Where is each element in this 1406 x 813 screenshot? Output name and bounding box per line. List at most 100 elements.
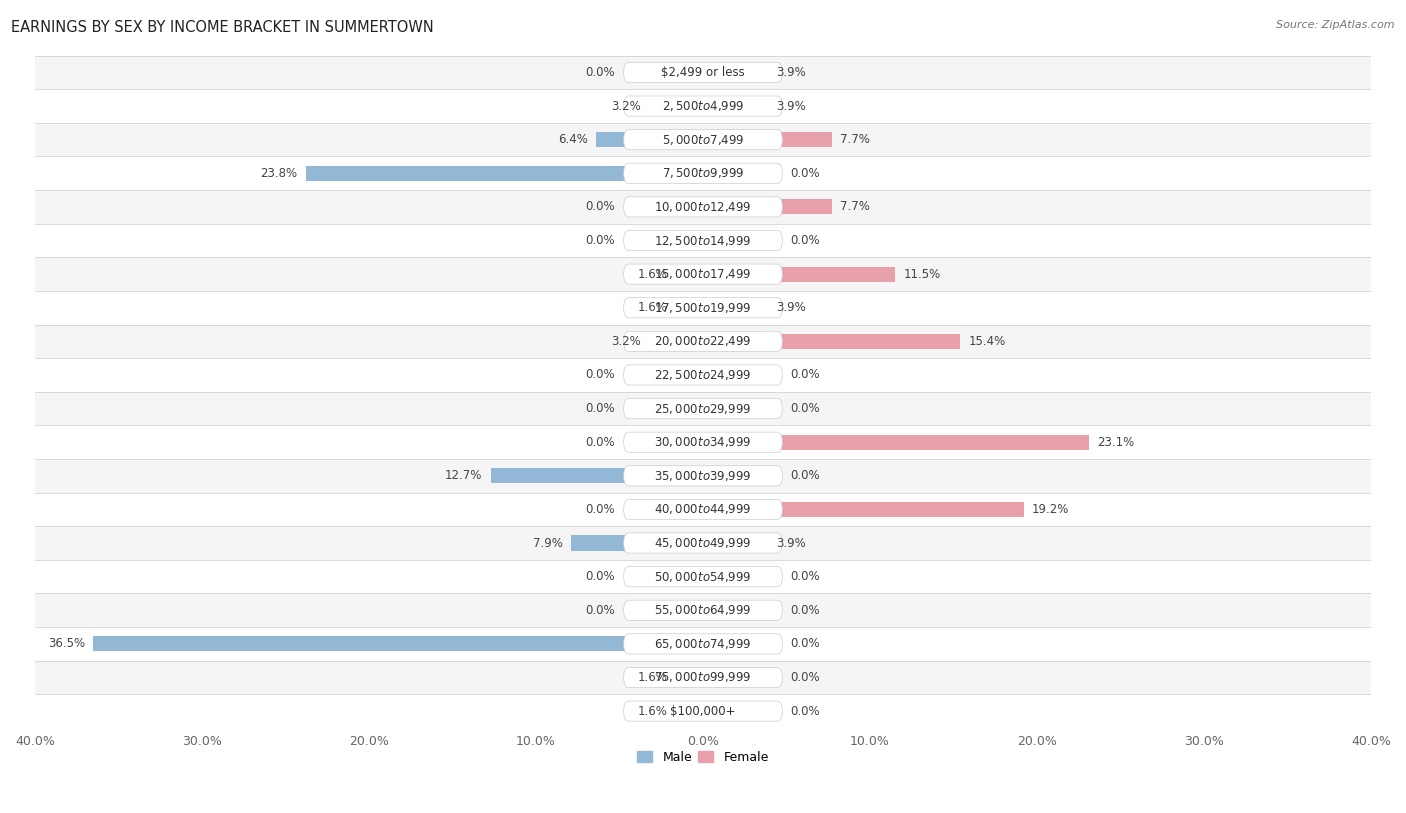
Text: 23.1%: 23.1% [1097,436,1135,449]
Bar [676,670,703,685]
Bar [571,536,703,550]
Text: 23.8%: 23.8% [260,167,297,180]
Bar [93,637,703,651]
Bar [703,133,831,147]
Bar [703,536,768,550]
FancyBboxPatch shape [624,163,782,184]
Bar [676,300,703,315]
Text: 1.6%: 1.6% [638,267,668,280]
Bar [596,133,703,147]
Text: 0.0%: 0.0% [790,604,820,617]
Text: 3.2%: 3.2% [612,99,641,112]
FancyBboxPatch shape [624,365,782,385]
Text: $45,000 to $49,999: $45,000 to $49,999 [654,536,752,550]
Text: 0.0%: 0.0% [790,671,820,684]
FancyBboxPatch shape [624,466,782,486]
Text: 0.0%: 0.0% [586,402,616,415]
FancyBboxPatch shape [624,264,782,285]
Text: $40,000 to $44,999: $40,000 to $44,999 [654,502,752,516]
Bar [650,98,703,114]
Bar [35,661,1371,694]
Text: 36.5%: 36.5% [48,637,84,650]
Text: $25,000 to $29,999: $25,000 to $29,999 [654,402,752,415]
Bar [35,493,1371,526]
Text: 6.4%: 6.4% [558,133,588,146]
Text: 0.0%: 0.0% [586,234,616,247]
Bar [676,703,703,719]
FancyBboxPatch shape [624,499,782,520]
Bar [703,65,768,80]
Text: 7.7%: 7.7% [839,201,870,213]
Bar [35,123,1371,156]
Text: 0.0%: 0.0% [586,570,616,583]
Bar [305,166,703,180]
FancyBboxPatch shape [624,701,782,721]
Text: 0.0%: 0.0% [790,402,820,415]
Bar [703,199,831,215]
FancyBboxPatch shape [624,398,782,419]
Text: 3.9%: 3.9% [776,537,806,550]
Text: 0.0%: 0.0% [790,167,820,180]
Text: 0.0%: 0.0% [790,705,820,718]
FancyBboxPatch shape [624,634,782,654]
Bar [703,98,768,114]
FancyBboxPatch shape [624,433,782,452]
Text: $7,500 to $9,999: $7,500 to $9,999 [662,167,744,180]
Bar [35,459,1371,493]
Text: Source: ZipAtlas.com: Source: ZipAtlas.com [1277,20,1395,30]
Text: $20,000 to $22,499: $20,000 to $22,499 [654,334,752,348]
Bar [35,224,1371,258]
Bar [35,359,1371,392]
Text: 0.0%: 0.0% [586,503,616,516]
Text: $35,000 to $39,999: $35,000 to $39,999 [654,469,752,483]
Text: 1.6%: 1.6% [638,671,668,684]
Bar [491,468,703,484]
Text: 1.6%: 1.6% [638,302,668,315]
Bar [35,55,1371,89]
Text: $100,000+: $100,000+ [671,705,735,718]
Bar [35,89,1371,123]
Text: 7.9%: 7.9% [533,537,562,550]
Text: 1.6%: 1.6% [638,705,668,718]
Text: $50,000 to $54,999: $50,000 to $54,999 [654,570,752,584]
Text: 0.0%: 0.0% [790,637,820,650]
Text: $15,000 to $17,499: $15,000 to $17,499 [654,267,752,281]
Text: 0.0%: 0.0% [790,469,820,482]
FancyBboxPatch shape [624,331,782,351]
Bar [650,334,703,349]
FancyBboxPatch shape [624,667,782,688]
Text: 0.0%: 0.0% [790,570,820,583]
Text: 0.0%: 0.0% [586,436,616,449]
Text: $2,499 or less: $2,499 or less [661,66,745,79]
Text: $5,000 to $7,499: $5,000 to $7,499 [662,133,744,146]
Text: 19.2%: 19.2% [1032,503,1070,516]
Text: 3.9%: 3.9% [776,66,806,79]
Legend: Male, Female: Male, Female [633,746,773,769]
FancyBboxPatch shape [624,230,782,250]
Bar [35,526,1371,560]
Text: EARNINGS BY SEX BY INCOME BRACKET IN SUMMERTOWN: EARNINGS BY SEX BY INCOME BRACKET IN SUM… [11,20,434,35]
Text: 3.9%: 3.9% [776,99,806,112]
Bar [676,267,703,281]
Bar [703,435,1088,450]
Text: 0.0%: 0.0% [586,66,616,79]
FancyBboxPatch shape [624,600,782,620]
Text: 0.0%: 0.0% [790,368,820,381]
Bar [703,502,1024,517]
FancyBboxPatch shape [624,96,782,116]
Text: 7.7%: 7.7% [839,133,870,146]
Bar [35,560,1371,593]
Text: 15.4%: 15.4% [969,335,1005,348]
Text: 0.0%: 0.0% [586,368,616,381]
Bar [35,291,1371,324]
Bar [35,392,1371,425]
Bar [703,334,960,349]
Text: $75,000 to $99,999: $75,000 to $99,999 [654,671,752,685]
Text: $17,500 to $19,999: $17,500 to $19,999 [654,301,752,315]
Text: 0.0%: 0.0% [586,604,616,617]
FancyBboxPatch shape [624,298,782,318]
Text: $55,000 to $64,999: $55,000 to $64,999 [654,603,752,617]
Text: 0.0%: 0.0% [790,234,820,247]
Text: $12,500 to $14,999: $12,500 to $14,999 [654,233,752,247]
Text: $2,500 to $4,999: $2,500 to $4,999 [662,99,744,113]
